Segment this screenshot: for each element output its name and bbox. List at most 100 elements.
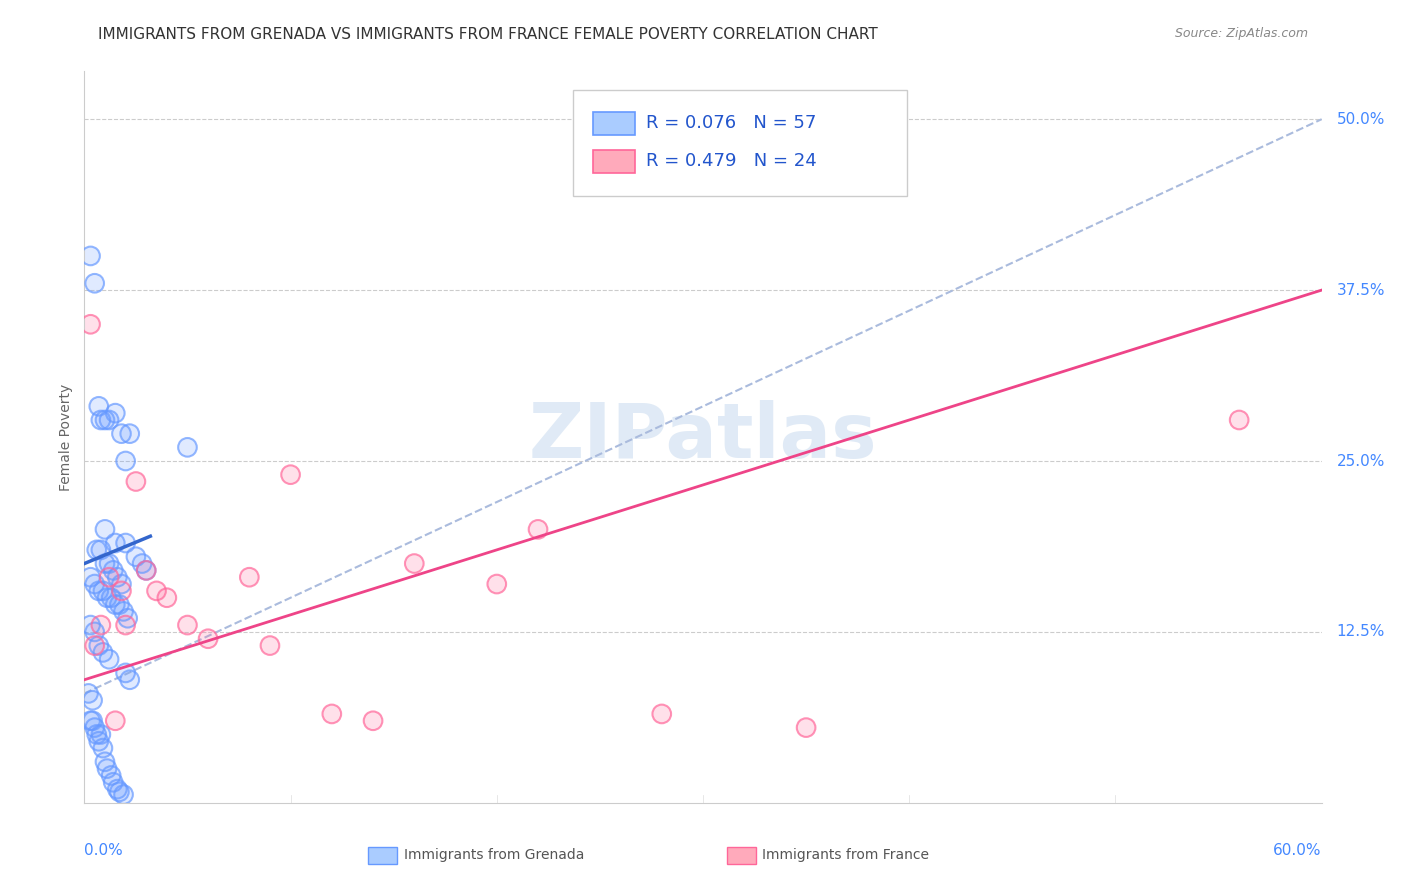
Point xyxy=(145,583,167,598)
Point xyxy=(114,665,136,680)
Point xyxy=(110,426,132,441)
Point xyxy=(114,536,136,550)
Point xyxy=(79,249,101,263)
Point xyxy=(118,426,141,441)
Point xyxy=(94,413,117,427)
Point xyxy=(527,522,550,536)
Point xyxy=(110,583,132,598)
Point xyxy=(117,611,139,625)
Text: R = 0.076   N = 57: R = 0.076 N = 57 xyxy=(647,114,817,132)
Point xyxy=(83,277,105,291)
Point xyxy=(794,721,817,735)
Point xyxy=(110,577,132,591)
Point xyxy=(321,706,343,721)
Point xyxy=(118,426,141,441)
Point xyxy=(79,618,101,632)
Point xyxy=(110,577,132,591)
Point xyxy=(87,639,110,653)
Point xyxy=(83,577,105,591)
Point xyxy=(651,706,673,721)
Point xyxy=(86,727,108,741)
Point xyxy=(135,563,157,577)
FancyBboxPatch shape xyxy=(593,150,636,173)
FancyBboxPatch shape xyxy=(727,847,756,863)
Point xyxy=(87,400,110,414)
Point xyxy=(83,639,105,653)
Point xyxy=(259,639,281,653)
Point xyxy=(103,775,125,789)
Point xyxy=(96,762,118,776)
Point xyxy=(1227,413,1250,427)
Point xyxy=(485,577,508,591)
Point xyxy=(176,440,198,454)
Point xyxy=(114,665,136,680)
Point xyxy=(114,454,136,468)
Point xyxy=(91,741,114,756)
Point xyxy=(105,782,128,797)
Text: 12.5%: 12.5% xyxy=(1337,624,1385,640)
FancyBboxPatch shape xyxy=(368,847,398,863)
Point xyxy=(176,440,198,454)
Point xyxy=(527,522,550,536)
Point xyxy=(131,557,153,571)
Point xyxy=(112,788,135,802)
Point xyxy=(87,583,110,598)
Point xyxy=(104,406,127,420)
Point xyxy=(105,570,128,584)
Text: 37.5%: 37.5% xyxy=(1337,283,1385,298)
Point xyxy=(651,706,673,721)
Point xyxy=(110,426,132,441)
Text: 60.0%: 60.0% xyxy=(1274,843,1322,858)
Point xyxy=(118,673,141,687)
Point xyxy=(91,741,114,756)
Point xyxy=(145,583,167,598)
Point xyxy=(105,570,128,584)
Point xyxy=(83,277,105,291)
Point xyxy=(108,598,131,612)
Point xyxy=(86,542,108,557)
Point xyxy=(90,618,112,632)
Point xyxy=(100,591,122,605)
Point xyxy=(86,542,108,557)
Point xyxy=(112,604,135,618)
Text: Immigrants from France: Immigrants from France xyxy=(762,848,929,863)
Point xyxy=(87,734,110,748)
Point xyxy=(108,785,131,799)
Point xyxy=(77,686,100,700)
Point xyxy=(104,714,127,728)
Point xyxy=(238,570,260,584)
Point xyxy=(100,768,122,782)
Point xyxy=(98,413,121,427)
Point xyxy=(1227,413,1250,427)
Point xyxy=(125,475,148,489)
Point xyxy=(485,577,508,591)
Point xyxy=(87,639,110,653)
Point xyxy=(83,624,105,639)
Point xyxy=(90,618,112,632)
Point xyxy=(79,714,101,728)
Point xyxy=(91,583,114,598)
Point xyxy=(125,549,148,564)
Point xyxy=(82,693,104,707)
Point xyxy=(98,413,121,427)
Point xyxy=(98,557,121,571)
Point xyxy=(90,542,112,557)
Point xyxy=(176,618,198,632)
Point xyxy=(156,591,179,605)
Point xyxy=(79,570,101,584)
Point xyxy=(280,467,302,482)
Point xyxy=(104,536,127,550)
Point xyxy=(79,318,101,332)
Point xyxy=(83,577,105,591)
Point xyxy=(361,714,384,728)
Point xyxy=(83,721,105,735)
Point xyxy=(114,454,136,468)
Point xyxy=(96,591,118,605)
Point xyxy=(118,673,141,687)
Point xyxy=(94,557,117,571)
Text: R = 0.479   N = 24: R = 0.479 N = 24 xyxy=(647,153,817,170)
Point xyxy=(108,785,131,799)
Point xyxy=(94,755,117,769)
Point xyxy=(94,557,117,571)
Point xyxy=(108,598,131,612)
